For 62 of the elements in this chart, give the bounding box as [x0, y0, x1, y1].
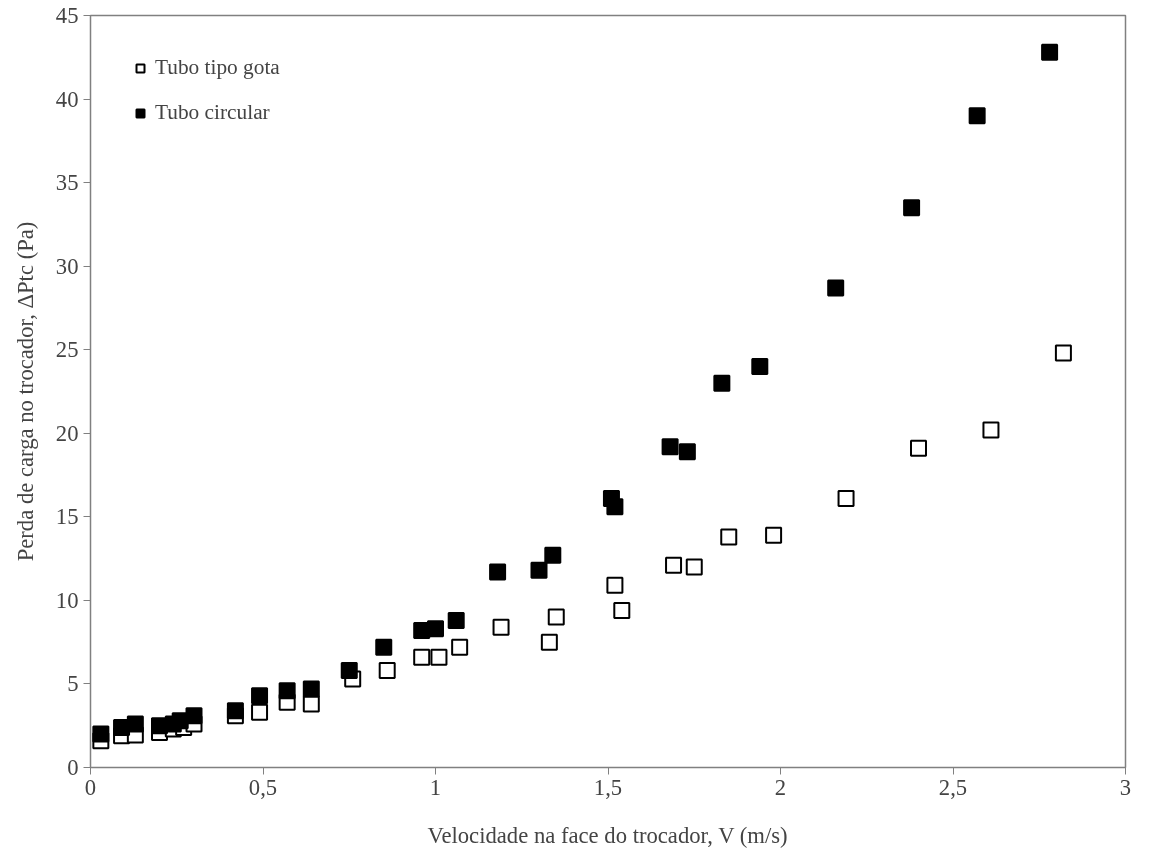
point [968, 107, 986, 125]
x-tick-label: 0,5 [248, 774, 278, 800]
point [430, 648, 448, 666]
point [251, 703, 269, 721]
x-tick-label: 1 [429, 774, 442, 800]
point [606, 498, 624, 516]
point [903, 199, 921, 217]
y-tick-label: 5 [67, 671, 79, 697]
y-tick-label: 0 [67, 755, 79, 780]
point [375, 638, 393, 656]
point [613, 601, 631, 619]
point [492, 618, 510, 636]
point [427, 620, 444, 638]
x-tick-label: 3 [1119, 774, 1132, 800]
y-tick-label: 30 [55, 253, 79, 279]
y-tick-label: 40 [55, 86, 79, 112]
y-tick-label: 35 [55, 170, 79, 196]
y-tick-label: 20 [55, 420, 79, 446]
legend-label: Tubo tipo gota [155, 55, 280, 80]
x-tick-label: 2,5 [938, 774, 968, 800]
point [685, 558, 703, 576]
point [1054, 344, 1072, 362]
x-tick-label: 0 [84, 774, 97, 800]
point [126, 715, 144, 733]
y-tick-label: 15 [55, 504, 79, 530]
point [665, 556, 683, 574]
point [447, 611, 465, 629]
point [278, 682, 296, 700]
point [544, 546, 562, 564]
point [720, 528, 738, 546]
point [827, 279, 845, 297]
point [751, 357, 769, 375]
point [92, 725, 110, 743]
x-tick-label: 2 [774, 774, 787, 800]
point [910, 439, 927, 457]
y-tick-label: 10 [55, 587, 79, 613]
point [606, 576, 624, 594]
point [1041, 43, 1059, 61]
point [678, 443, 696, 461]
point [489, 563, 507, 581]
legend-label: Tubo circular [155, 100, 270, 125]
x-axis-title: Velocidade na face do trocador, V (m/s) [427, 822, 788, 848]
point [713, 374, 731, 392]
point [451, 638, 469, 656]
x-tick-label: 1,5 [593, 774, 623, 800]
point [226, 702, 244, 720]
y-axis-title: Perda de carga no trocador, ΔPtc (Pa) [12, 221, 38, 562]
point [413, 648, 431, 666]
point [185, 707, 203, 725]
point [982, 421, 1000, 439]
y-tick-label: 45 [55, 3, 79, 28]
point [251, 687, 269, 705]
point [378, 662, 396, 680]
point [540, 633, 558, 651]
point [765, 526, 783, 544]
point [547, 608, 565, 626]
y-tick-label: 25 [55, 337, 79, 363]
point [661, 438, 679, 456]
point [340, 662, 358, 680]
point [837, 489, 855, 507]
point [530, 561, 548, 579]
point [302, 680, 320, 698]
